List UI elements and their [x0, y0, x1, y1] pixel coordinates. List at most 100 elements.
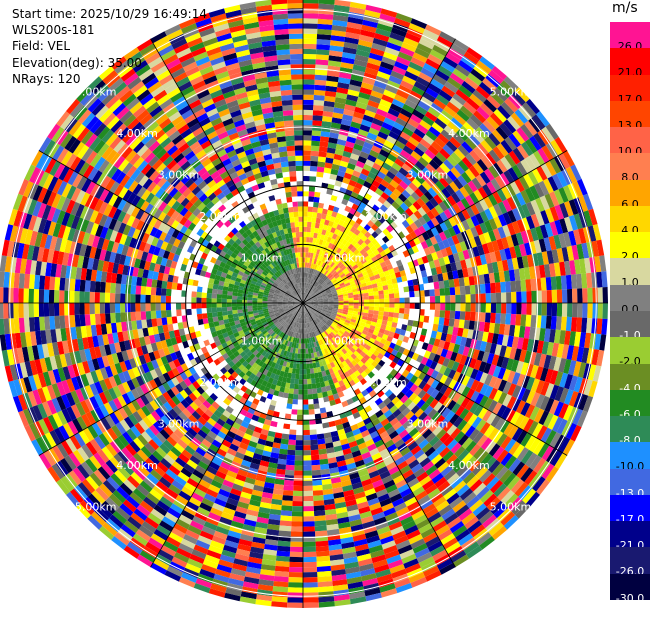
velocity-gate [299, 369, 303, 374]
velocity-gate [316, 424, 323, 430]
velocity-gate [303, 39, 317, 44]
velocity-gate [296, 425, 303, 430]
velocity-gate [303, 201, 308, 206]
velocity-gate [440, 288, 446, 296]
velocity-gate [303, 440, 310, 445]
velocity-gate [369, 299, 374, 303]
velocity-gate [520, 280, 526, 292]
velocity-gate [291, 521, 303, 526]
velocity-gate [299, 374, 303, 379]
velocity-gate [394, 298, 399, 303]
velocity-gate [303, 562, 317, 567]
velocity-gate [303, 110, 313, 115]
velocity-gate [297, 415, 303, 420]
velocity-gate [310, 156, 318, 162]
velocity-gate [312, 136, 321, 142]
velocity-gate [303, 49, 316, 55]
velocity-gate [515, 280, 521, 292]
velocity-gate [303, 8, 318, 13]
velocity-gate [531, 279, 537, 291]
velocity-gate [405, 297, 410, 303]
velocity-gate [303, 531, 315, 536]
velocity-gate [303, 176, 310, 181]
velocity-gate [394, 293, 400, 298]
velocity-gate [289, 434, 296, 440]
velocity-gate [295, 450, 303, 455]
velocity-gate [310, 445, 318, 451]
velocity-gate [313, 500, 324, 506]
velocity-gate [531, 291, 536, 303]
velocity-gate [399, 292, 404, 298]
velocity-gate [314, 192, 320, 198]
velocity-gate [318, 203, 324, 209]
velocity-gate [303, 44, 317, 49]
velocity-gate [289, 429, 296, 435]
velocity-gate [511, 292, 516, 303]
velocity-gate [369, 296, 374, 300]
velocity-gate [313, 115, 323, 121]
velocity-gate [388, 312, 394, 317]
velocity-gate [425, 303, 430, 310]
velocity-gate [316, 49, 330, 55]
velocity-gate [303, 151, 311, 156]
velocity-gate [283, 485, 293, 491]
velocity-gate [319, 198, 325, 204]
velocity-gate [439, 317, 445, 325]
velocity-gate [303, 369, 307, 374]
velocity-gate [303, 592, 318, 597]
velocity-gate [313, 490, 323, 496]
velocity-gate [315, 525, 327, 531]
velocity-gate [290, 424, 297, 430]
velocity-gate [303, 54, 316, 59]
velocity-gate [430, 303, 435, 310]
velocity-gate [288, 582, 303, 588]
velocity-gate [567, 289, 572, 303]
velocity-gate [500, 313, 506, 324]
velocity-gate [394, 308, 400, 313]
velocity-gate [374, 303, 379, 307]
velocity-gate [303, 384, 308, 389]
velocity-gate [310, 171, 317, 177]
velocity-gate [450, 303, 455, 311]
velocity-gate [384, 299, 389, 304]
velocity-gate [471, 303, 476, 312]
velocity-gate [490, 283, 496, 293]
velocity-gate [429, 316, 435, 323]
velocity-gate [303, 206, 308, 211]
velocity-gate [303, 222, 307, 227]
velocity-gate [306, 354, 309, 359]
velocity-gate [309, 409, 315, 415]
velocity-gate [307, 369, 311, 374]
velocity-gate [299, 379, 303, 384]
velocity-gate [303, 69, 315, 74]
velocity-gate [459, 278, 465, 287]
velocity-gate [303, 496, 313, 501]
velocity-gate [303, 567, 317, 572]
velocity-gate [445, 295, 450, 303]
velocity-gate [398, 287, 404, 293]
velocity-gate [373, 310, 379, 315]
velocity-gate [303, 217, 308, 222]
velocity-gate [496, 293, 501, 303]
velocity-gate [414, 309, 420, 315]
velocity-gate [551, 276, 557, 290]
velocity-gate [501, 292, 506, 303]
velocity-gate [309, 424, 316, 430]
velocity-gate [577, 303, 583, 318]
velocity-gate [389, 298, 394, 303]
velocity-gate [314, 85, 326, 91]
velocity-gate [383, 312, 389, 317]
velocity-gate [450, 311, 456, 319]
velocity-gate [400, 303, 405, 308]
velocity-gate [278, 459, 287, 465]
velocity-gate [384, 307, 389, 312]
velocity-gate [531, 315, 537, 327]
velocity-gate [434, 282, 440, 290]
velocity-gate [424, 283, 430, 290]
velocity-gate [294, 384, 299, 389]
velocity-gate [320, 193, 327, 199]
velocity-gate [445, 303, 450, 311]
velocity-gate [303, 603, 319, 609]
velocity-gate [318, 156, 326, 162]
